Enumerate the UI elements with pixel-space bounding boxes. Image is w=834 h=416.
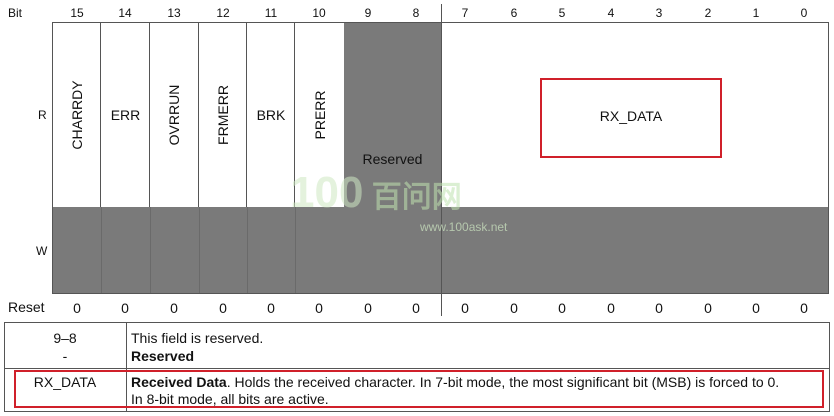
reset-value: 0: [800, 300, 808, 316]
field-prerr-label: PRERR: [311, 90, 328, 140]
divider: [295, 207, 296, 293]
description-table-row-divider: [4, 368, 830, 369]
desc-row-rx-data-bold: Received Data: [131, 374, 227, 390]
field-err: ERR: [101, 23, 150, 207]
bit-number: 0: [800, 6, 808, 20]
bit-number: 15: [70, 6, 84, 20]
watermark-logo: 100 百问网: [290, 168, 462, 217]
field-frmerr: FRMERR: [199, 23, 247, 207]
field-brk-label: BRK: [256, 107, 286, 123]
field-brk: BRK: [247, 23, 295, 207]
reset-value: 0: [219, 300, 227, 316]
desc-row-rx-data-rest: . Holds the received character. In 7-bit…: [226, 374, 780, 390]
write-row-right: [442, 207, 828, 293]
field-charrdy: CHARRDY: [53, 23, 101, 207]
watermark-url: www.100ask.net: [420, 220, 508, 234]
bit-number: 6: [510, 6, 518, 20]
bit-number: 1: [752, 6, 760, 20]
bit-number: 8: [412, 6, 420, 20]
row-label-write: W: [36, 244, 48, 258]
field-rx-data-label: RX_DATA: [599, 108, 663, 124]
desc-row-rx-data-text: Received Data. Holds the received charac…: [131, 374, 779, 390]
bit-number: 12: [216, 6, 230, 20]
bit-number: 3: [655, 6, 663, 20]
desc-row-rx-data-field: RX_DATA: [33, 374, 97, 390]
desc-row-reserved-field-sub: -: [62, 348, 68, 364]
field-frmerr-label: FRMERR: [214, 85, 231, 145]
bit-number: 11: [264, 6, 278, 20]
bit-number: 2: [704, 6, 712, 20]
description-table-col-divider: [126, 322, 127, 412]
reset-value: 0: [73, 300, 81, 316]
bit-number: 13: [167, 6, 181, 20]
divider: [150, 207, 151, 293]
divider: [199, 207, 200, 293]
reset-value: 0: [315, 300, 323, 316]
field-reserved: Reserved: [344, 23, 441, 293]
divider: [101, 207, 102, 293]
reset-value: 0: [558, 300, 566, 316]
desc-row-rx-data-line2: In 8-bit mode, all bits are active.: [131, 391, 329, 407]
field-ovrrun: OVRRUN: [150, 23, 199, 207]
bit-number: 14: [118, 6, 132, 20]
rx-data-highlight-box: RX_DATA: [540, 78, 722, 158]
reset-value: 0: [267, 300, 275, 316]
reset-value: 0: [170, 300, 178, 316]
field-rx-data: [441, 23, 828, 207]
reset-value: 0: [655, 300, 663, 316]
reset-value: 0: [412, 300, 420, 316]
bit-number: 4: [607, 6, 615, 20]
reset-value: 0: [364, 300, 372, 316]
field-reserved-label: Reserved: [362, 151, 423, 167]
bit-number: 9: [364, 6, 372, 20]
byte-separator: [441, 4, 442, 316]
bit-number: 7: [461, 6, 469, 20]
desc-row-reserved-field: 9–8: [53, 330, 77, 346]
field-prerr: PRERR: [295, 23, 344, 207]
reset-value: 0: [510, 300, 518, 316]
reset-value: 0: [461, 300, 469, 316]
reset-value: 0: [607, 300, 615, 316]
bit-number: 10: [312, 6, 326, 20]
reset-value: 0: [704, 300, 712, 316]
reset-value: 0: [121, 300, 129, 316]
bit-number: 5: [558, 6, 566, 20]
desc-row-reserved-text: This field is reserved.: [131, 330, 264, 346]
row-label-read: R: [38, 108, 47, 122]
field-err-label: ERR: [110, 107, 141, 123]
field-ovrrun-label: OVRRUN: [166, 84, 182, 146]
row-label-reset: Reset: [8, 299, 45, 315]
rx-data-description-highlight: [14, 370, 824, 408]
register-grid: [52, 22, 829, 294]
description-table: [4, 322, 830, 412]
desc-row-reserved-bold: Reserved: [131, 348, 195, 364]
reset-value: 0: [752, 300, 760, 316]
bit-header-label: Bit: [8, 6, 23, 20]
field-charrdy-label: CHARRDY: [68, 80, 85, 150]
divider: [247, 207, 248, 293]
